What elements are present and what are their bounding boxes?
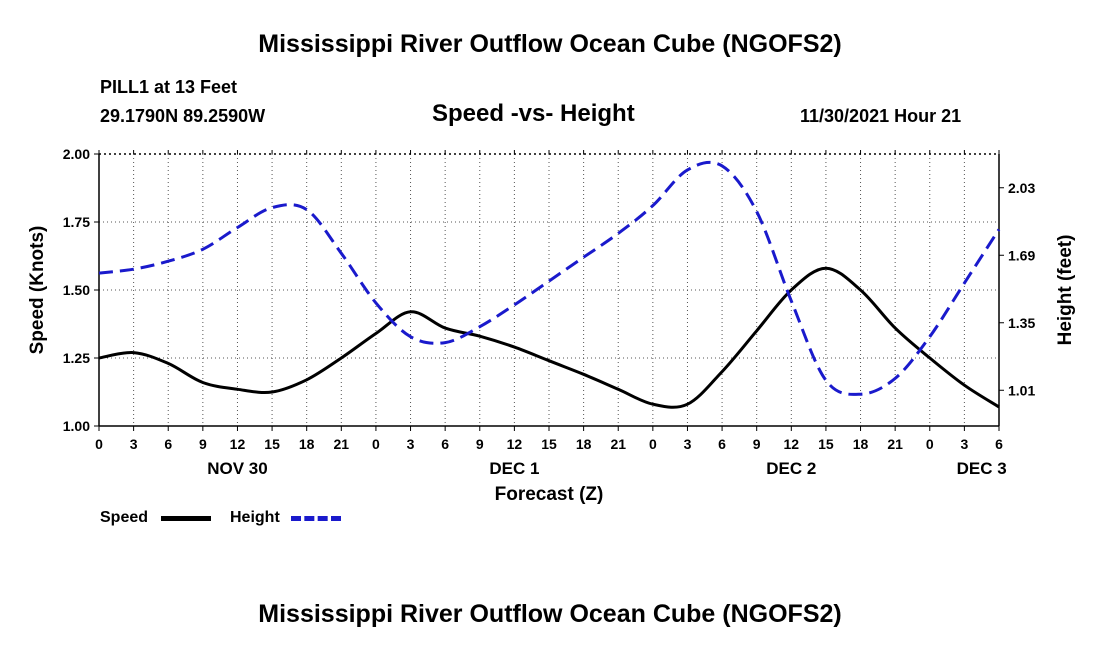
x-tick-label: 18 <box>299 436 315 452</box>
x-tick-label: 0 <box>95 436 103 452</box>
footer-title: Mississippi River Outflow Ocean Cube (NG… <box>258 600 842 628</box>
station-coordinates: 29.1790N 89.2590W <box>100 106 266 126</box>
x-tick-label: 3 <box>684 436 692 452</box>
x-tick-label: 15 <box>818 436 834 452</box>
x-tick-label: 3 <box>130 436 138 452</box>
x-tick-label: 12 <box>507 436 523 452</box>
forecast-timestamp: 11/30/2021 Hour 21 <box>800 106 962 126</box>
x-tick-label: 0 <box>372 436 380 452</box>
x-tick-label: 9 <box>476 436 484 452</box>
y-tick-label-left: 2.00 <box>63 146 90 162</box>
y-axis-title-right: Height (feet) <box>1055 235 1076 346</box>
y-tick-label-right: 1.01 <box>1008 382 1035 398</box>
x-tick-label: 6 <box>164 436 172 452</box>
speed-series-line <box>98 266 1000 409</box>
y-tick-label-right: 2.03 <box>1008 180 1035 196</box>
legend-height-label: Height <box>230 509 280 526</box>
day-label: NOV 30 <box>207 459 267 478</box>
x-tick-label: 21 <box>887 436 903 452</box>
x-tick-label: 9 <box>753 436 761 452</box>
x-tick-label: 12 <box>230 436 246 452</box>
y-tick-label-right: 1.35 <box>1008 315 1035 331</box>
x-tick-label: 21 <box>610 436 626 452</box>
y-tick-label-left: 1.25 <box>63 350 90 366</box>
chart-subtitle: Speed -vs- Height <box>432 100 635 127</box>
x-tick-label: 0 <box>926 436 934 452</box>
y-tick-label-right: 1.69 <box>1008 247 1035 263</box>
legend-speed-swatch <box>161 516 211 521</box>
y-tick-label-left: 1.50 <box>63 282 90 298</box>
x-tick-label: 3 <box>960 436 968 452</box>
x-tick-label: 21 <box>334 436 350 452</box>
x-tick-label: 6 <box>995 436 1003 452</box>
x-tick-label: 0 <box>649 436 657 452</box>
x-tick-label: 6 <box>718 436 726 452</box>
x-tick-label: 15 <box>264 436 280 452</box>
y-tick-label-left: 1.75 <box>63 214 90 230</box>
x-tick-label: 15 <box>541 436 557 452</box>
legend-speed-label: Speed <box>100 509 149 526</box>
x-tick-label: 9 <box>199 436 207 452</box>
x-tick-label: 12 <box>784 436 800 452</box>
height-series-line <box>98 160 1001 396</box>
y-axis-title-left: Speed (Knots) <box>27 226 48 355</box>
x-axis-title: Forecast (Z) <box>495 484 604 505</box>
station-label: PILL1 at 13 Feet <box>100 77 238 97</box>
x-tick-label: 6 <box>441 436 449 452</box>
day-label: DEC 1 <box>489 459 539 478</box>
x-tick-label: 3 <box>407 436 415 452</box>
legend-height-swatch <box>291 516 341 521</box>
x-tick-label: 18 <box>853 436 869 452</box>
day-label: DEC 3 <box>957 459 1007 478</box>
page-title: Mississippi River Outflow Ocean Cube (NG… <box>258 30 842 58</box>
day-label: DEC 2 <box>766 459 816 478</box>
y-tick-label-left: 1.00 <box>63 418 90 434</box>
x-tick-label: 18 <box>576 436 592 452</box>
